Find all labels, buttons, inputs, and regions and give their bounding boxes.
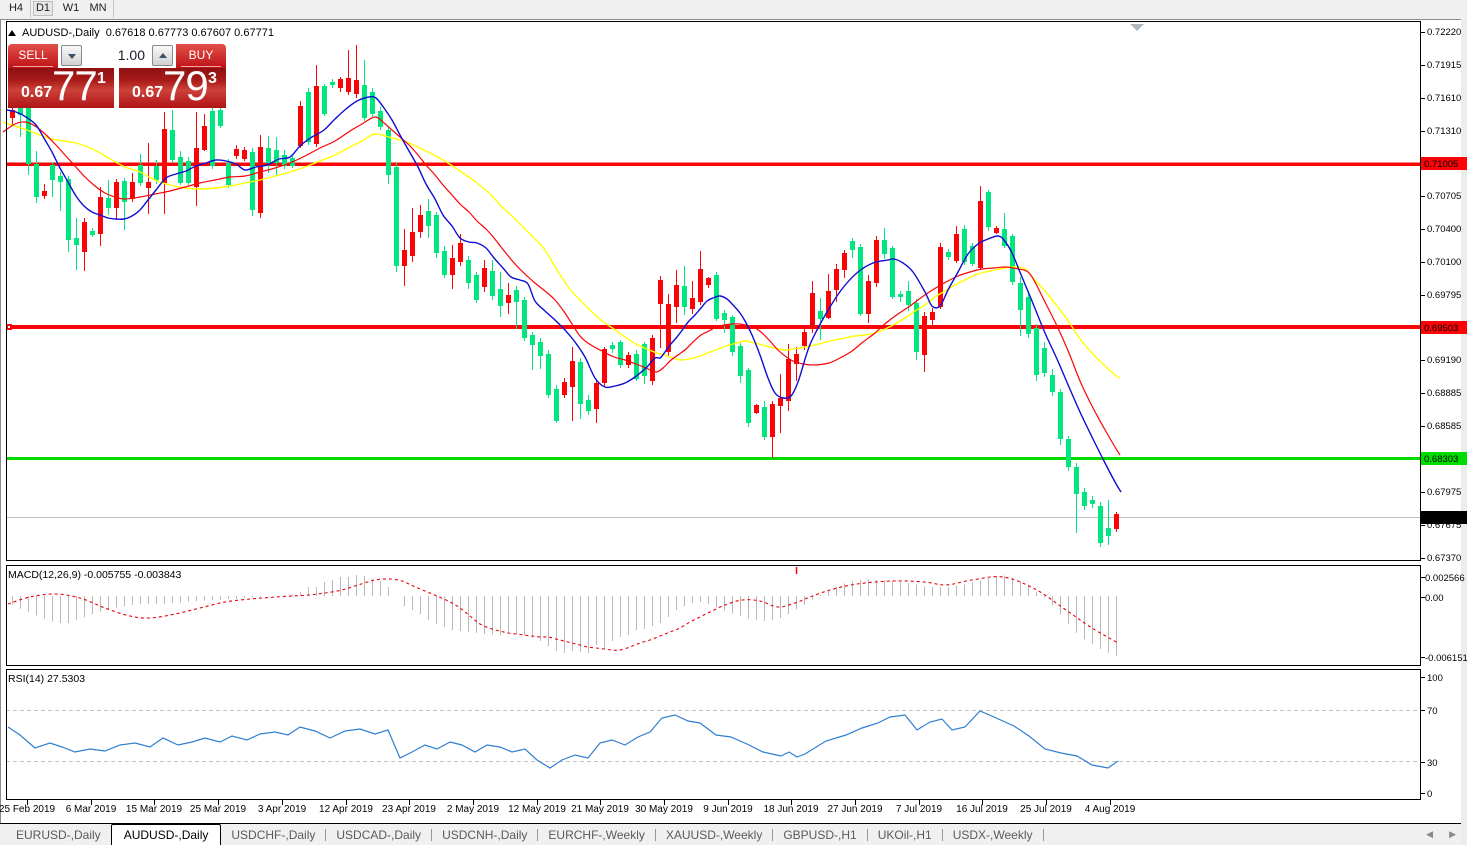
svg-text:0.70705: 0.70705 (1427, 191, 1461, 202)
svg-text:12 May 2019: 12 May 2019 (508, 804, 566, 815)
svg-text:25 Feb 2019: 25 Feb 2019 (0, 804, 56, 815)
svg-text:6 Mar 2019: 6 Mar 2019 (66, 804, 117, 815)
svg-text:30: 30 (1427, 758, 1438, 769)
svg-text:18 Jun 2019: 18 Jun 2019 (763, 804, 818, 815)
svg-text:0.68885: 0.68885 (1427, 388, 1461, 399)
svg-text:0.69503: 0.69503 (1424, 323, 1458, 334)
svg-text:0.72220: 0.72220 (1427, 27, 1461, 38)
svg-text:0.00: 0.00 (1425, 593, 1444, 604)
svg-text:0.69190: 0.69190 (1427, 355, 1461, 366)
svg-text:0.70100: 0.70100 (1427, 257, 1461, 268)
svg-text:-0.006151: -0.006151 (1425, 653, 1467, 664)
svg-text:0.71310: 0.71310 (1427, 126, 1461, 137)
svg-text:0.70400: 0.70400 (1427, 224, 1461, 235)
svg-text:0.71005: 0.71005 (1424, 159, 1458, 170)
svg-text:70: 70 (1427, 706, 1438, 717)
svg-text:3 Apr 2019: 3 Apr 2019 (258, 804, 307, 815)
svg-text:23 Apr 2019: 23 Apr 2019 (382, 804, 436, 815)
svg-text:0.68303: 0.68303 (1424, 454, 1458, 465)
svg-text:7 Jul 2019: 7 Jul 2019 (896, 804, 943, 815)
svg-text:2 May 2019: 2 May 2019 (447, 804, 500, 815)
svg-text:9 Jun 2019: 9 Jun 2019 (703, 804, 753, 815)
svg-text:0.67771: 0.67771 (1424, 513, 1458, 524)
svg-text:100: 100 (1427, 673, 1443, 684)
svg-text:12 Apr 2019: 12 Apr 2019 (319, 804, 373, 815)
svg-text:21 May 2019: 21 May 2019 (571, 804, 629, 815)
svg-text:27 Jun 2019: 27 Jun 2019 (827, 804, 882, 815)
svg-text:0.68585: 0.68585 (1427, 421, 1461, 432)
svg-text:0.71610: 0.71610 (1427, 93, 1461, 104)
svg-text:25 Mar 2019: 25 Mar 2019 (190, 804, 247, 815)
svg-text:30 May 2019: 30 May 2019 (635, 804, 693, 815)
svg-text:0.67975: 0.67975 (1427, 487, 1461, 498)
svg-text:15 Mar 2019: 15 Mar 2019 (126, 804, 183, 815)
svg-text:4 Aug 2019: 4 Aug 2019 (1085, 804, 1136, 815)
svg-text:0: 0 (1427, 789, 1432, 800)
svg-text:0.69795: 0.69795 (1427, 290, 1461, 301)
svg-text:0.67675: 0.67675 (1427, 520, 1461, 531)
svg-text:0.002566: 0.002566 (1425, 573, 1465, 584)
svg-text:16 Jul 2019: 16 Jul 2019 (956, 804, 1008, 815)
svg-text:0.67370: 0.67370 (1427, 553, 1461, 564)
svg-text:0.71915: 0.71915 (1427, 60, 1461, 71)
svg-text:25 Jul 2019: 25 Jul 2019 (1020, 804, 1072, 815)
